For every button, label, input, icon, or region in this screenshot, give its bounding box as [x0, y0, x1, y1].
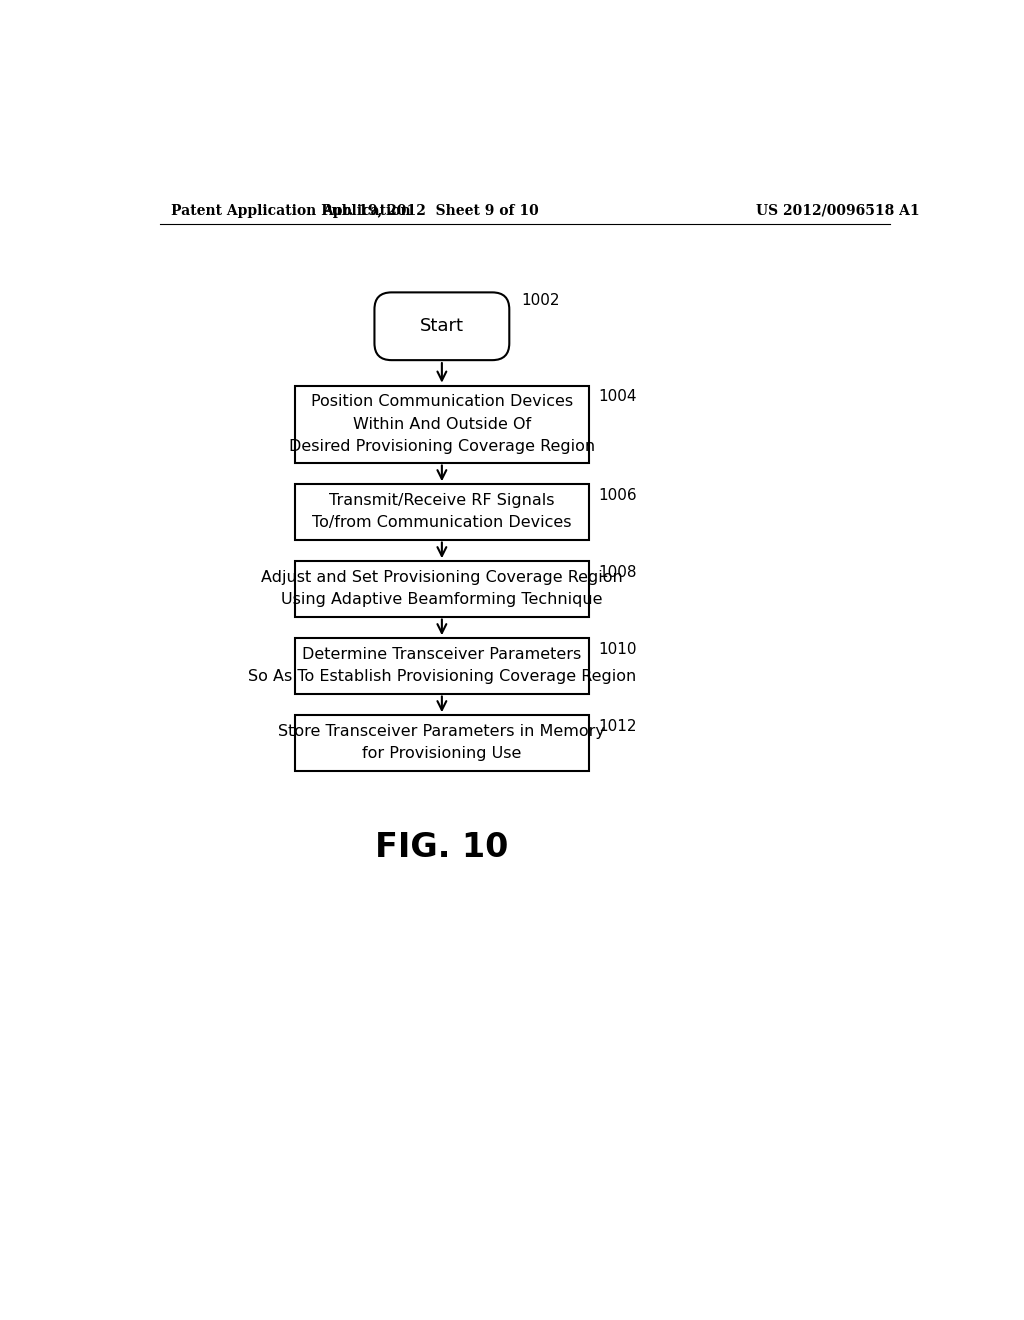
Bar	[295, 385, 589, 462]
Text: 1012: 1012	[598, 719, 637, 734]
Text: 1004: 1004	[598, 389, 637, 404]
Text: Apr. 19, 2012  Sheet 9 of 10: Apr. 19, 2012 Sheet 9 of 10	[322, 203, 539, 218]
Text: Transmit/Receive RF Signals
To/from Communication Devices: Transmit/Receive RF Signals To/from Comm…	[312, 494, 571, 531]
Bar	[295, 561, 589, 616]
Bar	[295, 638, 589, 693]
Text: Position Communication Devices
Within And Outside Of
Desired Provisioning Covera: Position Communication Devices Within An…	[289, 395, 595, 454]
Bar	[295, 715, 589, 771]
Bar	[295, 484, 589, 540]
Text: US 2012/0096518 A1: US 2012/0096518 A1	[756, 203, 920, 218]
Text: Store Transceiver Parameters in Memory
for Provisioning Use: Store Transceiver Parameters in Memory f…	[279, 725, 605, 762]
Text: 1010: 1010	[598, 642, 637, 657]
Text: 1006: 1006	[598, 488, 637, 503]
Text: Determine Transceiver Parameters
So As To Establish Provisioning Coverage Region: Determine Transceiver Parameters So As T…	[248, 647, 636, 685]
Text: Start: Start	[420, 317, 464, 335]
Text: FIG. 10: FIG. 10	[375, 832, 509, 865]
Text: Adjust and Set Provisioning Coverage Region
Using Adaptive Beamforming Technique: Adjust and Set Provisioning Coverage Reg…	[261, 570, 623, 607]
Text: Patent Application Publication: Patent Application Publication	[171, 203, 411, 218]
FancyBboxPatch shape	[375, 293, 509, 360]
Text: 1002: 1002	[521, 293, 559, 309]
Text: 1008: 1008	[598, 565, 637, 579]
